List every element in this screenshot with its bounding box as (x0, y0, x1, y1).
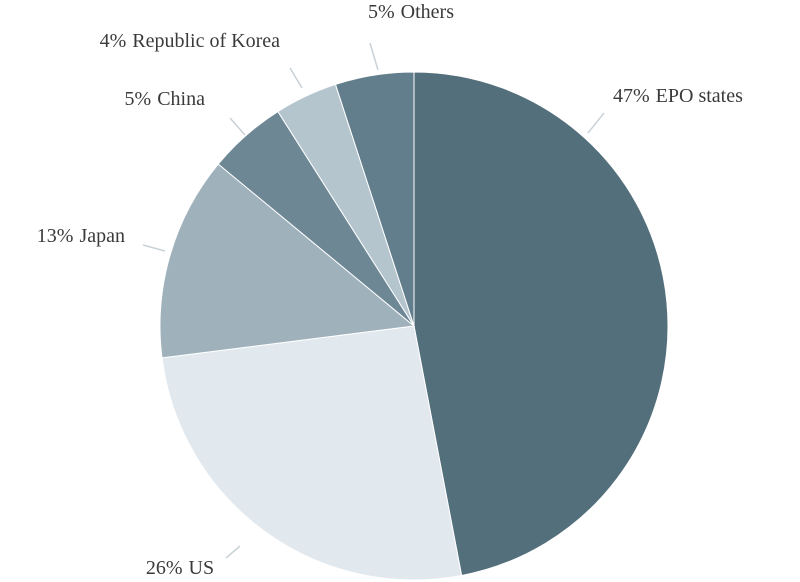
pie-slice (159, 163, 416, 359)
category-label: EPO states (656, 85, 743, 107)
value-label: 26% (146, 557, 183, 579)
value-label: 5% (368, 1, 395, 23)
value-label: 4% (100, 30, 127, 52)
value-label: 13% (37, 225, 74, 247)
slice-label: 47% EPO states (613, 85, 743, 107)
slice-label: 26% US (146, 557, 214, 579)
pie-slice (413, 71, 669, 577)
leader-line (225, 545, 241, 559)
leader-line (142, 244, 166, 252)
slice-label: 5% Others (368, 1, 454, 23)
slice-label: 4% Republic of Korea (100, 30, 281, 52)
pie-slice (161, 325, 463, 581)
category-label: Republic of Korea (132, 30, 280, 52)
pie-slice (334, 71, 415, 327)
leader-line (369, 42, 379, 71)
leader-line (587, 112, 605, 134)
leader-line (229, 117, 246, 136)
category-label: US (189, 557, 215, 579)
value-label: 47% (613, 85, 650, 107)
category-label: Others (401, 1, 455, 23)
category-label: Japan (79, 225, 125, 247)
slice-label: 13% Japan (37, 225, 125, 247)
value-label: 5% (125, 88, 152, 110)
category-label: China (157, 88, 205, 110)
leader-line (289, 67, 303, 89)
slice-label: 5% China (125, 88, 206, 110)
